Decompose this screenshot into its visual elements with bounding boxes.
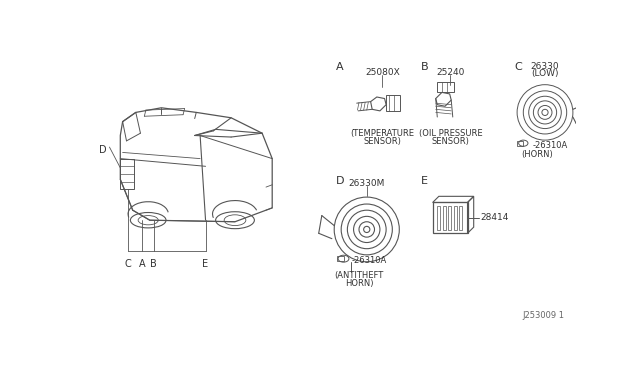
Text: C: C: [514, 62, 522, 71]
Text: (HORN): (HORN): [522, 150, 553, 159]
Text: D: D: [336, 176, 344, 186]
Text: (OIL PRESSURE: (OIL PRESSURE: [419, 129, 483, 138]
Text: B: B: [421, 62, 429, 71]
Text: E: E: [202, 259, 209, 269]
Text: A: A: [139, 259, 145, 269]
Text: 25240: 25240: [436, 68, 465, 77]
Text: -26310A: -26310A: [351, 256, 387, 265]
Text: SENSOR): SENSOR): [431, 137, 469, 146]
Text: 28414: 28414: [481, 214, 509, 222]
Text: -26310A: -26310A: [532, 141, 568, 150]
Text: (LOW): (LOW): [531, 69, 559, 78]
Text: 26330M: 26330M: [349, 179, 385, 188]
Text: 25080X: 25080X: [365, 68, 399, 77]
Text: SENSOR): SENSOR): [364, 137, 401, 146]
Text: HORN): HORN): [345, 279, 373, 289]
Text: E: E: [421, 176, 428, 186]
Text: B: B: [150, 259, 157, 269]
Text: D: D: [99, 145, 107, 155]
Text: C: C: [125, 259, 131, 269]
Text: 26330: 26330: [531, 62, 559, 71]
Text: (TEMPERATURE: (TEMPERATURE: [350, 129, 414, 138]
Text: A: A: [336, 62, 344, 71]
Text: (ANTITHEFT: (ANTITHEFT: [334, 271, 383, 280]
Text: J253009 1: J253009 1: [522, 311, 564, 320]
